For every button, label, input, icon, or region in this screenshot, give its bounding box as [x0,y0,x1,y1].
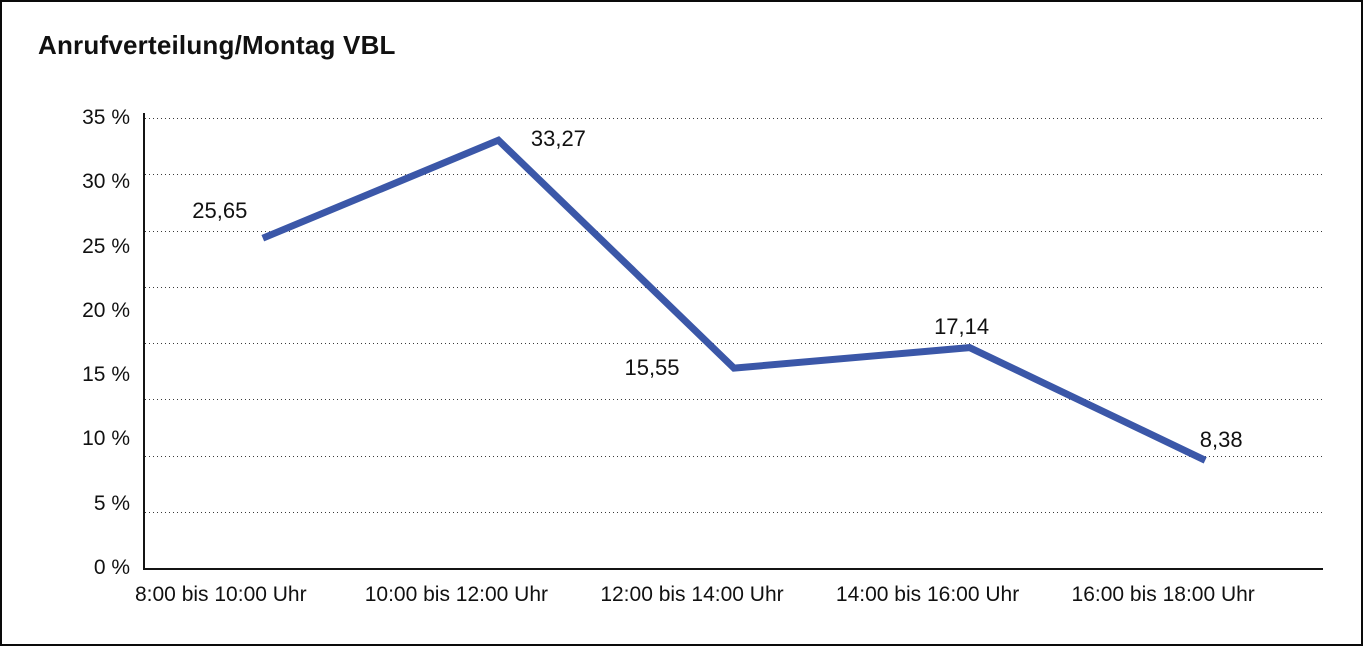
plot-area: 25,65 33,27 15,55 17,14 8,38 [145,118,1323,568]
y-axis-tick-label: 20 % [82,298,130,322]
line-series [261,136,1207,464]
y-axis-line [143,113,145,570]
x-axis-labels: 8:00 bis 10:00 Uhr 10:00 bis 12:00 Uhr 12:… [103,583,1281,607]
y-axis-tick-label: 25 % [82,234,130,258]
y-axis-tick-label: 35 % [82,106,130,129]
y-axis-tick-label: 5 % [93,491,130,515]
x-axis-category-label: 14:00 bis 16:00 Uhr [835,583,1020,606]
data-point-label: 33,27 [530,126,586,152]
y-axis-tick-label: 0 % [93,556,130,579]
x-axis-category-label: 12:00 bis 14:00 Uhr [600,583,784,606]
data-point-label: 17,14 [934,313,990,339]
gridline [145,286,1323,288]
y-axis-tick-label: 15 % [82,363,130,387]
gridline [145,399,1323,401]
y-axis-tick-label: 10 % [82,427,130,451]
gridline [145,343,1323,344]
y-axis-tick-label: 30 % [82,170,130,194]
data-point-label: 8,38 [1199,427,1243,453]
gridline [145,230,1323,232]
gridline [145,118,1323,119]
gridline [145,455,1323,457]
x-axis-category-label: 16:00 bis 18:00 Uhr [1071,583,1255,606]
y-axis-labels: 35 % 30 % 25 % 20 % 15 % 10 % 5 % 0 % [30,0,130,646]
data-line [261,136,1207,464]
data-point-label: 25,65 [192,198,248,224]
gridline [145,511,1323,513]
gridline [145,174,1323,176]
data-point-label: 15,55 [624,355,680,381]
x-axis-category-label: 8:00 bis 10:00 Uhr [134,583,307,606]
x-axis-line [143,568,1323,570]
x-axis-category-label: 10:00 bis 12:00 Uhr [364,583,549,606]
chart-title: Anrufverteilung/Montag VBL [38,30,396,60]
